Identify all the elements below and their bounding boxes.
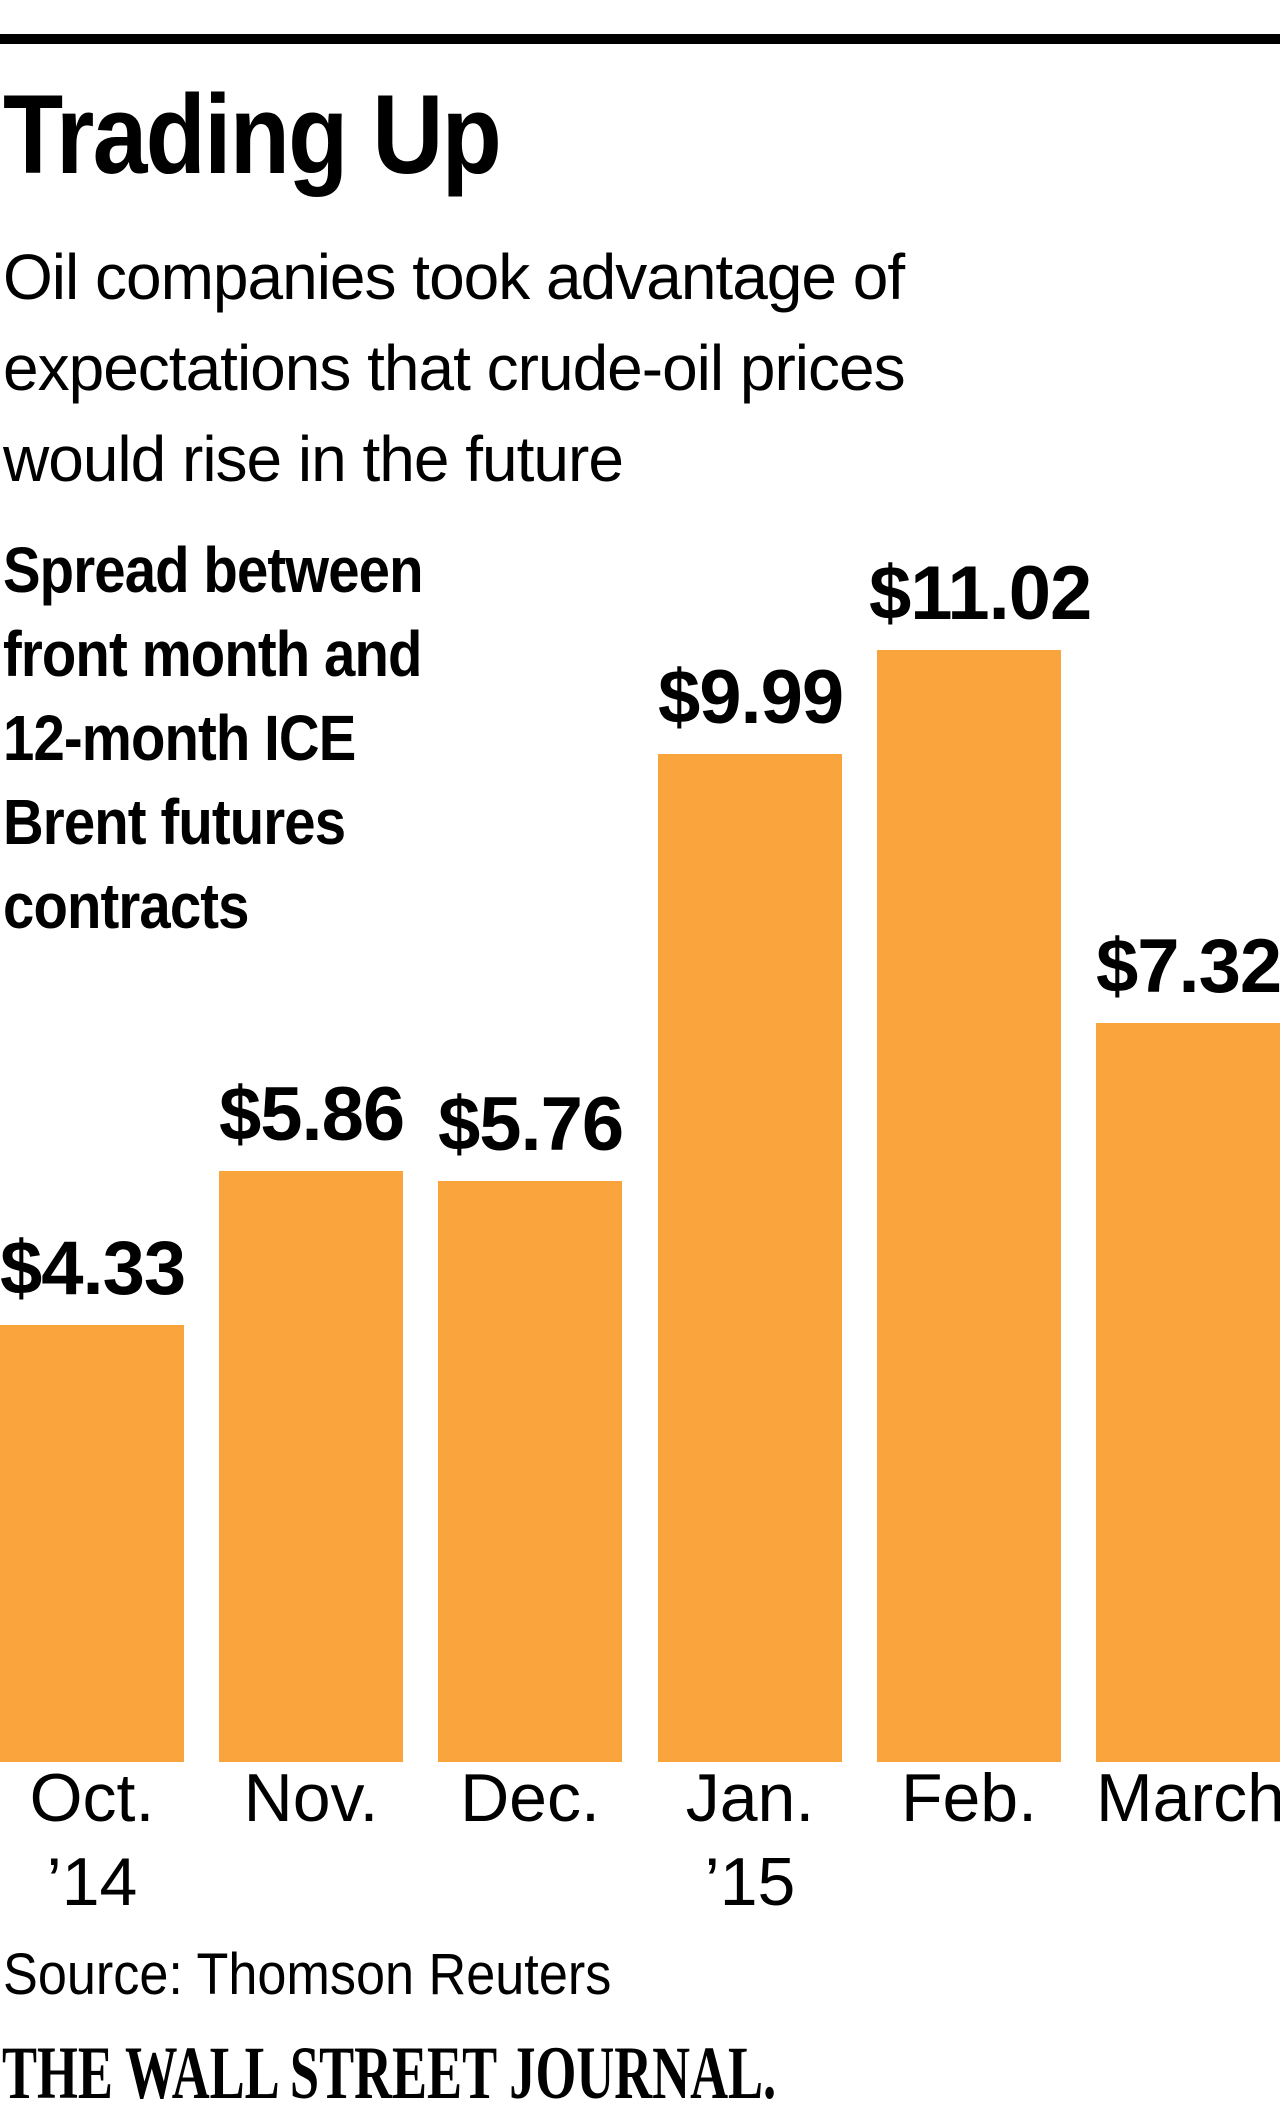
source-note: Source: Thomson Reuters — [3, 1942, 612, 2007]
bar-jan — [658, 754, 842, 1762]
bar-value-label-feb: $11.02 — [869, 551, 1092, 636]
x-axis-label-jan: Jan. — [685, 1760, 815, 1836]
bar-dec — [438, 1181, 622, 1762]
description-line: Spread between — [3, 534, 423, 606]
description-line: front month and — [3, 618, 422, 690]
x-axis-year-label-14: ’14 — [46, 1844, 138, 1920]
x-axis-label-march: March — [1096, 1760, 1280, 1836]
bar-value-label-oct: $4.33 — [0, 1226, 186, 1311]
bar-value-label-dec: $5.76 — [438, 1082, 624, 1167]
bar-nov — [219, 1171, 403, 1762]
bar-value-label-jan: $9.99 — [658, 655, 844, 740]
description-line: 12-month ICE — [3, 702, 356, 774]
wsj-credit: THE WALL STREET JOURNAL. — [2, 2032, 777, 2114]
x-axis-label-nov: Nov. — [243, 1760, 379, 1836]
subtitle-line: would rise in the future — [3, 423, 624, 495]
x-axis-label-oct: Oct. — [29, 1760, 155, 1836]
description-line: Brent futures — [3, 786, 346, 858]
top-rule — [0, 34, 1280, 44]
subtitle-line: Oil companies took advantage of — [3, 241, 905, 313]
bar-value-label-nov: $5.86 — [219, 1072, 405, 1157]
x-axis-year-label-15: ’15 — [704, 1844, 796, 1920]
chart-description: Spread between front month and 12-month … — [3, 528, 423, 948]
bar-march — [1096, 1023, 1280, 1762]
bar-oct — [0, 1325, 184, 1762]
chart-title: Trading Up — [3, 72, 502, 197]
bar-value-label-march: $7.32 — [1096, 924, 1280, 1009]
x-axis-label-dec: Dec. — [460, 1760, 600, 1836]
chart-subtitle: Oil companies took advantage of expectat… — [3, 232, 906, 505]
x-axis-label-feb: Feb. — [900, 1760, 1038, 1836]
bar-feb — [877, 650, 1061, 1762]
subtitle-line: expectations that crude-oil prices — [3, 332, 906, 404]
description-line: contracts — [3, 870, 249, 942]
